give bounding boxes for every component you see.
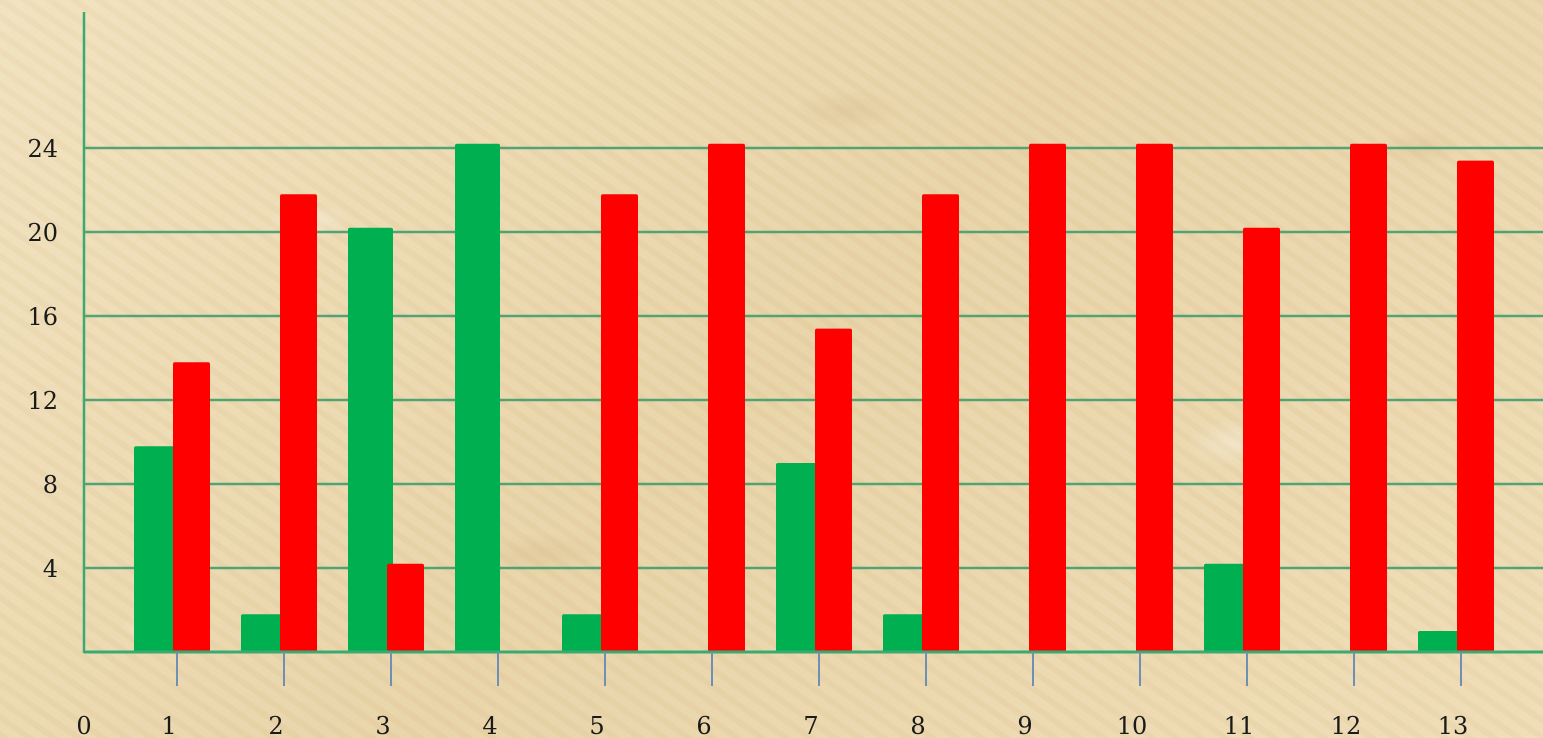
x-tick-label-7: 7 bbox=[803, 712, 818, 738]
x-tick-label-13: 13 bbox=[1438, 712, 1469, 738]
bar-green-3 bbox=[348, 227, 393, 653]
x-tick-label-10: 10 bbox=[1117, 712, 1148, 738]
bar-red-1 bbox=[173, 362, 210, 652]
x-tick-label-5: 5 bbox=[589, 712, 604, 738]
bar-green-13 bbox=[1418, 631, 1463, 652]
y-tick-label-8: 8 bbox=[43, 471, 58, 499]
bar-red-11 bbox=[1243, 227, 1280, 653]
x-tick-label-11: 11 bbox=[1224, 712, 1255, 738]
bar-red-8 bbox=[922, 194, 959, 652]
bar-red-9 bbox=[1029, 143, 1066, 653]
bar-green-1 bbox=[134, 446, 179, 652]
y-tick-label-24: 24 bbox=[27, 135, 58, 163]
y-tick-label-4: 4 bbox=[43, 555, 58, 583]
bar-red-10 bbox=[1136, 143, 1173, 653]
x-tick-label-4: 4 bbox=[482, 712, 497, 738]
y-tick-label-20: 20 bbox=[27, 219, 58, 247]
bar-green-2 bbox=[241, 614, 286, 652]
axes bbox=[82, 12, 1543, 686]
y-tick-label-16: 16 bbox=[27, 303, 58, 331]
x-tick-label-9: 9 bbox=[1017, 712, 1032, 738]
x-tick-label-12: 12 bbox=[1331, 712, 1362, 738]
bar-green-4 bbox=[455, 143, 500, 653]
x-tick-label-2: 2 bbox=[268, 712, 283, 738]
y-tick-label-12: 12 bbox=[27, 387, 58, 415]
x-tick-label-6: 6 bbox=[696, 712, 711, 738]
bar-red-3 bbox=[387, 563, 424, 652]
x-tick-label-1: 1 bbox=[161, 712, 176, 738]
bar-red-6 bbox=[708, 143, 745, 653]
grid-lines bbox=[84, 146, 1543, 570]
x-tick-label-3: 3 bbox=[375, 712, 390, 738]
bar-red-12 bbox=[1350, 143, 1387, 653]
bar-red-2 bbox=[280, 194, 317, 652]
x-tick-label-8: 8 bbox=[910, 712, 925, 738]
bar-green-8 bbox=[883, 614, 928, 652]
bar-green-11 bbox=[1204, 563, 1249, 652]
bar-red-13 bbox=[1457, 160, 1494, 652]
bars bbox=[134, 143, 1494, 653]
bar-red-5 bbox=[601, 194, 638, 652]
bar-green-7 bbox=[776, 463, 821, 652]
x-tick-label-0: 0 bbox=[76, 712, 91, 738]
bar-red-7 bbox=[815, 328, 852, 652]
bar-green-5 bbox=[562, 614, 607, 652]
